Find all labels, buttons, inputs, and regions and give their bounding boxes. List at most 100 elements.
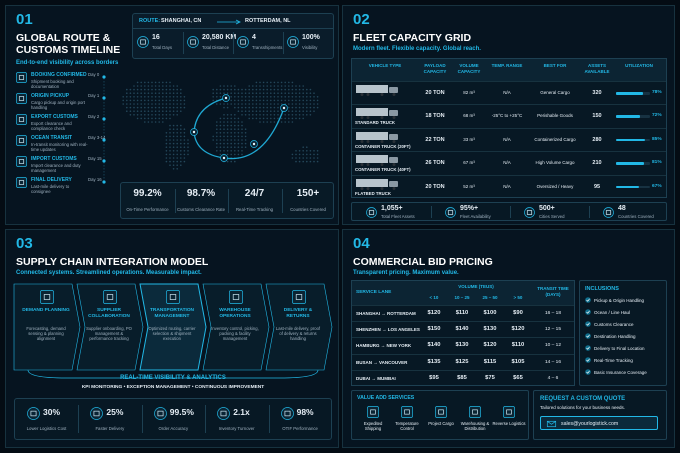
- email-button[interactable]: sales@yourlogistick.com: [540, 416, 658, 430]
- table-header: VOLUME (TEUS): [458, 284, 494, 289]
- map-dot: [234, 117, 236, 120]
- map-dot: [270, 81, 272, 84]
- step-title: DEMAND PLANNING: [22, 308, 70, 313]
- shape: [585, 369, 591, 375]
- table-header: SERVICE LANE: [356, 290, 392, 295]
- map-dot: [136, 106, 139, 109]
- map-dot: [266, 117, 268, 120]
- map-dot: [140, 110, 142, 112]
- wheel: [380, 93, 384, 96]
- map-dot: [237, 146, 240, 148]
- map-dot: [295, 117, 297, 120]
- map-dot: [183, 153, 186, 156]
- step-desc: Last-mile delivery, proof of delivery & …: [275, 326, 321, 342]
- cab: [389, 180, 398, 187]
- map-dot: [183, 99, 186, 102]
- map-dot: [266, 81, 268, 84]
- map-dot: [259, 114, 261, 116]
- inclusion: Ocean / Line Haul: [594, 309, 631, 315]
- map-dot: [302, 150, 304, 152]
- table-header: TEMP. RANGE: [491, 63, 523, 68]
- map-dot: [262, 106, 265, 109]
- map-dot: [180, 150, 182, 152]
- map-dot: [288, 121, 290, 123]
- map-dot: [298, 85, 301, 87]
- map-dot: [165, 142, 168, 145]
- map-dot: [291, 117, 294, 120]
- map-dot: [147, 96, 150, 98]
- wheel: [360, 139, 364, 143]
- map-dot: [162, 81, 164, 84]
- kpi-label: Order Accuracy: [158, 426, 189, 431]
- shape: [472, 409, 478, 415]
- route-node-dot: [192, 130, 196, 134]
- map-dot: [298, 96, 301, 98]
- map-dot: [288, 81, 290, 84]
- map-dot: [313, 150, 315, 152]
- divider: [281, 189, 283, 213]
- map-dot: [291, 103, 294, 105]
- map-dot: [288, 114, 290, 116]
- divider: [268, 405, 270, 433]
- map-dot: [176, 88, 178, 91]
- map-dot: [162, 103, 164, 105]
- cell: High Volume Cargo: [535, 160, 575, 166]
- map-dot: [230, 92, 232, 94]
- map-dot: [219, 96, 222, 98]
- chevron: [139, 283, 207, 371]
- map-dot: [298, 88, 301, 91]
- map-dot: [151, 85, 153, 87]
- map-dot: [136, 114, 139, 116]
- map-dot: [234, 128, 236, 130]
- map-dot: [295, 160, 297, 163]
- map-dot: [298, 110, 301, 112]
- icon: [280, 407, 294, 420]
- map-dot: [241, 128, 243, 130]
- map-dot: [230, 132, 232, 134]
- map-dot: [277, 117, 279, 120]
- kpi-value: 25%: [106, 407, 124, 417]
- chevron: [265, 283, 333, 371]
- icon: [40, 290, 54, 304]
- map-dot: [273, 106, 276, 109]
- map-dot: [223, 124, 225, 127]
- shape: [153, 407, 167, 420]
- shape: [546, 420, 557, 427]
- timeline-desc: Shipment booking and documentation: [31, 78, 74, 89]
- map-dot: [226, 139, 229, 141]
- check-icon: [585, 333, 591, 339]
- map-dot: [136, 92, 139, 94]
- shape: [526, 209, 533, 215]
- map-dot: [234, 103, 236, 105]
- shape: [284, 410, 291, 417]
- cab: [389, 87, 398, 93]
- map-dot: [219, 139, 222, 141]
- timeline-desc: Last-mile delivery to consignee: [31, 183, 70, 194]
- map-dot: [144, 117, 146, 120]
- map-dot: [234, 121, 236, 123]
- shape: [586, 298, 590, 302]
- map-dot: [169, 92, 171, 94]
- section-subtitle: End-to-end visibility across borders: [16, 60, 119, 66]
- kpi-label: Faster Delivery: [95, 426, 125, 431]
- map-dot: [313, 110, 315, 112]
- truck-image: [356, 108, 398, 120]
- section-title: SUPPLY CHAIN INTEGRATION MODEL: [16, 256, 209, 268]
- footer-label: Cities Served: [539, 214, 565, 219]
- map-dot: [140, 103, 142, 105]
- map-dot: [212, 135, 214, 138]
- map-dot: [266, 121, 268, 123]
- map-dot: [169, 146, 171, 148]
- map-dot: [165, 81, 168, 84]
- shape: [229, 290, 243, 304]
- map-dot: [306, 157, 308, 159]
- map-dot: [126, 96, 128, 98]
- cell: -25°C to +25°C: [491, 113, 523, 119]
- timeline-dot: [102, 138, 106, 142]
- wheel: [392, 93, 396, 96]
- map-dot: [180, 157, 182, 159]
- map-dot: [234, 153, 236, 156]
- map-dot: [309, 103, 312, 105]
- map-dot: [169, 85, 171, 87]
- map-dot: [241, 132, 243, 134]
